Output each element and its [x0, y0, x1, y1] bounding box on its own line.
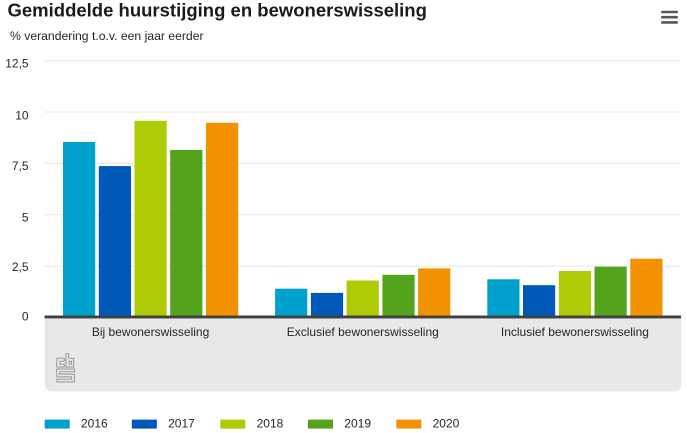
svg-text:% verandering t.o.v. een jaar: % verandering t.o.v. een jaar eerder: [10, 29, 204, 43]
svg-text:2018: 2018: [257, 417, 284, 431]
svg-text:7,5: 7,5: [12, 159, 29, 173]
svg-text:2016: 2016: [81, 417, 108, 431]
svg-text:Bij bewonerswisseling: Bij bewonerswisseling: [92, 325, 209, 339]
svg-text:2020: 2020: [433, 417, 460, 431]
svg-text:0: 0: [22, 309, 29, 323]
svg-text:Inclusief bewonerswisseling: Inclusief bewonerswisseling: [501, 325, 649, 339]
svg-text:12,5: 12,5: [5, 56, 29, 70]
svg-text:2,5: 2,5: [12, 260, 29, 274]
svg-text:2017: 2017: [168, 417, 195, 431]
svg-text:Exclusief bewonerswisseling: Exclusief bewonerswisseling: [287, 325, 439, 339]
svg-text:Gemiddelde huurstijging en bew: Gemiddelde huurstijging en bewonerswisse…: [8, 0, 427, 21]
svg-text:5: 5: [22, 211, 29, 225]
svg-text:2019: 2019: [344, 417, 371, 431]
svg-text:10: 10: [15, 108, 29, 122]
